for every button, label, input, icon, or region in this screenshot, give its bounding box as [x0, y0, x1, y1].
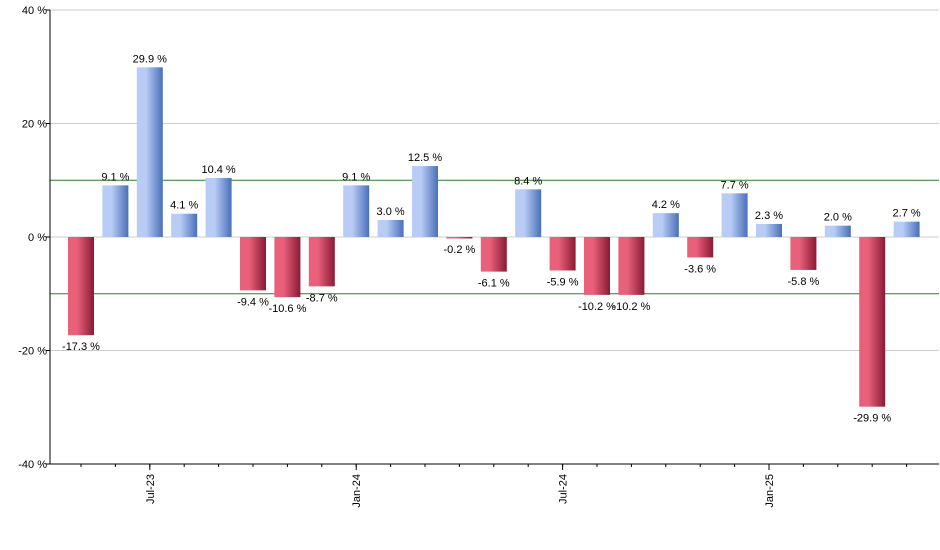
- data-label: 4.1 %: [170, 200, 198, 212]
- bar: [893, 221, 920, 237]
- data-label: 8.4 %: [514, 175, 542, 187]
- x-tick-label: Jul-24: [558, 474, 570, 504]
- data-label: -3.6 %: [684, 263, 716, 275]
- data-label: 2.3 %: [755, 210, 783, 222]
- bar: [240, 237, 266, 291]
- data-label: 4.2 %: [652, 199, 680, 211]
- bar: [859, 237, 886, 407]
- bar: [721, 193, 748, 237]
- data-label: 29.9 %: [133, 53, 167, 65]
- bar: [102, 185, 129, 237]
- bar: [618, 237, 645, 295]
- bar: [377, 219, 404, 237]
- bar: [584, 237, 610, 295]
- bar: [687, 237, 714, 258]
- data-label: 10.4 %: [201, 164, 235, 176]
- reference-lines: [50, 179, 939, 295]
- data-label: -5.8 %: [788, 276, 820, 288]
- data-label: 12.5 %: [408, 152, 442, 164]
- y-tick-label: -40 %: [18, 459, 47, 471]
- data-label: 3.0 %: [377, 206, 405, 218]
- bar: [756, 223, 782, 237]
- data-label: 9.1 %: [342, 171, 370, 183]
- data-label: -10.2 %: [578, 301, 616, 313]
- data-label: -8.7 %: [306, 292, 338, 304]
- data-label: -29.9 %: [853, 413, 891, 425]
- data-label: 2.7 %: [893, 208, 921, 220]
- bars: [68, 67, 920, 407]
- bar: [652, 213, 679, 237]
- data-label: -10.6 %: [268, 303, 306, 315]
- data-label: -6.1 %: [478, 278, 510, 290]
- bar: [68, 237, 94, 336]
- y-tick-label: 40 %: [22, 5, 47, 17]
- bar: [412, 166, 438, 237]
- x-tick-label: Jul-23: [145, 474, 157, 504]
- bar: [171, 213, 198, 237]
- x-tick-label: Jan-24: [351, 474, 363, 508]
- bar: [446, 237, 473, 239]
- bar: [343, 185, 370, 237]
- bar: [205, 177, 232, 237]
- bar: [824, 225, 851, 237]
- bar: [308, 237, 335, 287]
- data-label: -0.2 %: [444, 244, 476, 256]
- axes: 40 % 20 % 0 % -20 % -40 % Jul-23 Jan-24 Jul-24 J…: [18, 5, 939, 508]
- x-tick-label: Jan-25: [764, 474, 776, 508]
- bar: [515, 189, 542, 237]
- data-label: -17.3 %: [62, 341, 100, 353]
- data-label: -5.9 %: [547, 276, 579, 288]
- data-label: 9.1 %: [101, 171, 129, 183]
- y-tick-label: -20 %: [18, 346, 47, 358]
- bar: [480, 237, 507, 272]
- data-label: 2.0 %: [824, 212, 852, 224]
- data-label: 7.7 %: [721, 179, 749, 191]
- y-tick-label: 0 %: [28, 232, 47, 244]
- bar: [136, 67, 163, 237]
- bar: [549, 237, 576, 271]
- data-labels: -17.3 % 9.1 % 29.9 % 4.1 % 10.4 % -9.4 %-10.6…: [62, 53, 921, 424]
- data-label: -10.2 %: [612, 301, 650, 313]
- bar: [790, 237, 817, 270]
- data-label: -9.4 %: [237, 296, 269, 308]
- y-tick-label: 20 %: [22, 119, 47, 131]
- bar: [274, 237, 301, 298]
